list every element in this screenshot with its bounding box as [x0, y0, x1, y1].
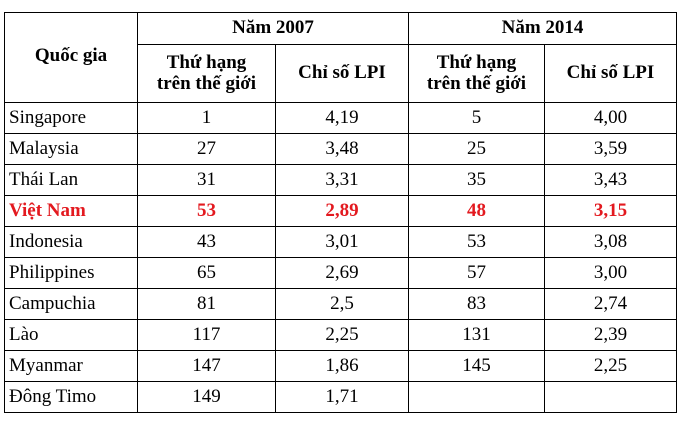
- table-row: Philippines 65 2,69 57 3,00: [4, 257, 677, 289]
- table-body: Singapore 1 4,19 5 4,00 Malaysia 27 3,48 25 3,59 T…: [4, 102, 677, 413]
- table-row: Campuchia 81 2,5 83 2,74: [4, 288, 677, 320]
- lpi-2007-cell: 1,71: [275, 381, 409, 413]
- lpi-2014-cell: 2,25: [544, 350, 677, 382]
- lpi-2014-cell: 3,15: [544, 195, 677, 227]
- rank-2007-cell: 117: [137, 319, 276, 351]
- country-cell: Việt Nam: [4, 195, 138, 227]
- lpi-2007-cell: 2,89: [275, 195, 409, 227]
- lpi-2007-cell: 3,31: [275, 164, 409, 196]
- country-cell: Myanmar: [4, 350, 138, 382]
- year-2007-header: Năm 2007: [137, 12, 409, 45]
- rank-2014-cell: 53: [408, 226, 545, 258]
- rank-2014-cell: 131: [408, 319, 545, 351]
- lpi-2007-cell: 3,48: [275, 133, 409, 165]
- rank-2007-cell: 65: [137, 257, 276, 289]
- rank-2007-header: Thứ hạng trên thế giới: [137, 44, 276, 103]
- lpi-2014-cell: 3,00: [544, 257, 677, 289]
- lpi-2007-header: Chỉ số LPI: [275, 44, 409, 103]
- table-row: Đông Timo 149 1,71: [4, 381, 677, 413]
- country-cell: Đông Timo: [4, 381, 138, 413]
- rank-2007-cell: 53: [137, 195, 276, 227]
- country-cell: Thái Lan: [4, 164, 138, 196]
- table-row: Singapore 1 4,19 5 4,00: [4, 102, 677, 134]
- rank-2014-cell: 5: [408, 102, 545, 134]
- table-row: Lào 117 2,25 131 2,39: [4, 319, 677, 351]
- lpi-2014-header: Chỉ số LPI: [544, 44, 677, 103]
- country-cell: Malaysia: [4, 133, 138, 165]
- year-2014-header: Năm 2014: [408, 12, 677, 45]
- lpi-2007-cell: 2,69: [275, 257, 409, 289]
- lpi-2014-cell: [544, 381, 677, 413]
- lpi-2007-cell: 2,5: [275, 288, 409, 320]
- lpi-2014-cell: 3,08: [544, 226, 677, 258]
- rank-2007-cell: 43: [137, 226, 276, 258]
- rank-2014-cell: 25: [408, 133, 545, 165]
- table-row: Malaysia 27 3,48 25 3,59: [4, 133, 677, 165]
- rank-2007-cell: 1: [137, 102, 276, 134]
- rank-2007-cell: 149: [137, 381, 276, 413]
- table-row: Indonesia 43 3,01 53 3,08: [4, 226, 677, 258]
- lpi-2007-cell: 3,01: [275, 226, 409, 258]
- country-cell: Singapore: [4, 102, 138, 134]
- table-row: Thái Lan 31 3,31 35 3,43: [4, 164, 677, 196]
- lpi-2014-cell: 3,59: [544, 133, 677, 165]
- rank-2007-cell: 81: [137, 288, 276, 320]
- lpi-2007-cell: 4,19: [275, 102, 409, 134]
- rank-2014-cell: [408, 381, 545, 413]
- country-cell: Campuchia: [4, 288, 138, 320]
- rank-2014-cell: 83: [408, 288, 545, 320]
- rank-2007-header-line2: trên thế giới: [156, 72, 257, 94]
- country-cell: Indonesia: [4, 226, 138, 258]
- rank-2014-cell: 48: [408, 195, 545, 227]
- rank-2007-cell: 27: [137, 133, 276, 165]
- lpi-2014-cell: 4,00: [544, 102, 677, 134]
- country-cell: Philippines: [4, 257, 138, 289]
- rank-2007-header-line1: Thứ hạng: [166, 51, 247, 73]
- rank-2014-cell: 57: [408, 257, 545, 289]
- table-row-highlighted: Việt Nam 53 2,89 48 3,15: [4, 195, 677, 227]
- lpi-2007-cell: 2,25: [275, 319, 409, 351]
- lpi-2014-cell: 3,43: [544, 164, 677, 196]
- lpi-comparison-table: Quốc gia Năm 2007 Năm 2014 Thứ hạng trên…: [4, 12, 677, 413]
- rank-2007-cell: 147: [137, 350, 276, 382]
- rank-2014-cell: 145: [408, 350, 545, 382]
- rank-2007-cell: 31: [137, 164, 276, 196]
- table-row: Myanmar 147 1,86 145 2,25: [4, 350, 677, 382]
- country-column-header: Quốc gia: [4, 12, 138, 103]
- lpi-2014-cell: 2,74: [544, 288, 677, 320]
- rank-2014-header: Thứ hạng trên thế giới: [408, 44, 545, 103]
- lpi-2007-cell: 1,86: [275, 350, 409, 382]
- rank-2014-header-line2: trên thế giới: [426, 72, 527, 94]
- lpi-2014-cell: 2,39: [544, 319, 677, 351]
- rank-2014-header-line1: Thứ hạng: [436, 51, 517, 73]
- country-cell: Lào: [4, 319, 138, 351]
- rank-2014-cell: 35: [408, 164, 545, 196]
